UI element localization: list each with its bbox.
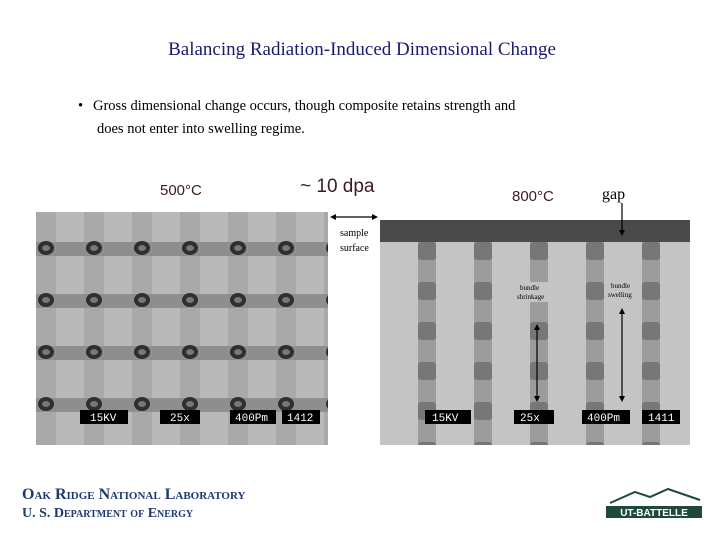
title: Balancing Radiation-Induced Dimensional … <box>168 39 556 60</box>
bullet-dot: • <box>78 98 83 114</box>
databar-box <box>230 410 276 424</box>
databar-box <box>642 410 680 424</box>
gap-label: gap <box>602 186 625 203</box>
footer-dept: U. S. Department of Energy <box>22 506 194 521</box>
dose-label: ~ 10 dpa <box>300 176 375 197</box>
annotation: bundle <box>611 282 630 290</box>
logo-text: UT-BATTELLE <box>620 508 688 519</box>
logo-band <box>606 506 702 518</box>
micrograph <box>380 220 690 445</box>
micrograph-label: 400Pm <box>235 413 268 425</box>
databar-box <box>425 410 471 424</box>
micrograph-label: 15KV <box>432 413 459 425</box>
bullet-text: does not enter into swelling regime. <box>97 121 305 137</box>
annotation: surface <box>340 243 369 254</box>
surface-band <box>380 220 690 242</box>
annotation-bg <box>516 282 552 302</box>
databar-box <box>514 410 554 424</box>
annotation: shrinkage <box>517 293 544 301</box>
databar-box <box>282 410 320 424</box>
micrograph-label: 15KV <box>90 413 117 425</box>
micrograph-label: 1411 <box>648 413 675 425</box>
temperature-label: 800°C <box>512 188 554 205</box>
arrows <box>330 203 625 402</box>
annotation: sample <box>340 228 369 239</box>
micrograph <box>36 212 328 445</box>
logo-mountains <box>609 487 701 504</box>
micrograph-label: 25x <box>170 413 190 425</box>
temperature-label: 500°C <box>160 182 202 199</box>
annotation: bundle <box>520 284 539 292</box>
databar-box <box>160 410 200 424</box>
footer-lab: Oak Ridge National Laboratory <box>22 486 246 503</box>
micrograph-label: 1412 <box>287 413 313 425</box>
annotation: swelling <box>608 291 632 299</box>
databar-box <box>582 410 630 424</box>
micrograph-label: 400Pm <box>587 413 620 425</box>
bullet-text: Gross dimensional change occurs, though … <box>93 98 516 114</box>
databar-box <box>80 410 128 424</box>
micrograph-label: 25x <box>520 413 540 425</box>
